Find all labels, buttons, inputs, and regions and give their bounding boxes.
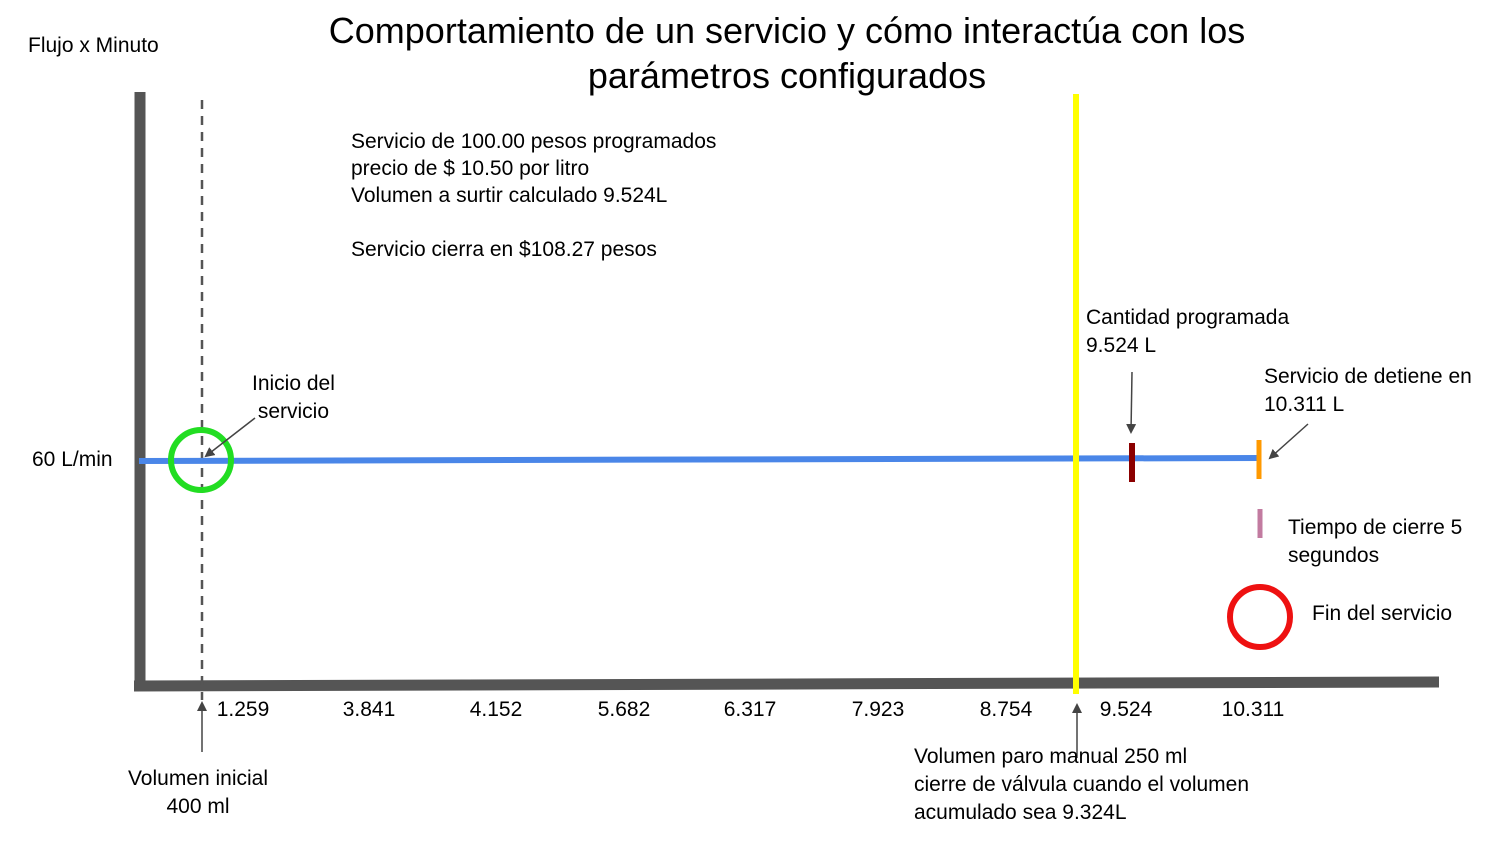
title-line-2: parámetros configurados bbox=[587, 55, 987, 96]
diagram-title: Comportamiento de un servicio y cómo int… bbox=[0, 8, 1500, 98]
x-tick-label: 5.682 bbox=[597, 698, 651, 721]
flow-label: 60 L/min bbox=[32, 448, 113, 471]
service-info-line-4: Servicio cierra en $108.27 pesos bbox=[351, 238, 657, 261]
manual-stop-line-1: Volumen paro manual 250 ml bbox=[914, 745, 1188, 768]
start-arrow bbox=[204, 417, 256, 458]
x-tick-label: 1.259 bbox=[216, 698, 270, 721]
programmed-line-2: 9.524 L bbox=[1086, 334, 1157, 357]
stop-arrow bbox=[1268, 423, 1309, 460]
stop-line-2: 10.311 L bbox=[1264, 393, 1345, 416]
flow-line bbox=[138, 455, 1261, 464]
initial-volume-annotation: Volumen inicial 400 ml bbox=[121, 765, 275, 821]
start-annotation: Inicio del servicio bbox=[252, 370, 335, 426]
stop-line-1: Servicio de detiene en bbox=[1264, 365, 1472, 388]
programmed-line-1: Cantidad programada bbox=[1086, 306, 1290, 329]
x-tick-label: 7.923 bbox=[851, 698, 905, 721]
service-info: Servicio de 100.00 pesos programados pre… bbox=[351, 128, 716, 263]
x-tick-label: 10.311 bbox=[1221, 698, 1285, 721]
stop-annotation: Servicio de detiene en 10.311 L bbox=[1264, 363, 1472, 419]
manual-stop-annotation: Volumen paro manual 250 ml cierre de vál… bbox=[914, 743, 1249, 827]
closing-time-line-2: segundos bbox=[1288, 544, 1380, 567]
service-info-line-3: Volumen a surtir calculado 9.524L bbox=[351, 184, 668, 207]
x-tick-label: 3.841 bbox=[342, 698, 396, 721]
programmed-arrow bbox=[1126, 371, 1137, 434]
x-tick-label: 9.524 bbox=[1099, 698, 1153, 721]
service-info-line-2: precio de $ 10.50 por litro bbox=[351, 157, 590, 180]
start-annotation-line-1: Inicio del bbox=[252, 372, 335, 395]
programmed-annotation: Cantidad programada 9.524 L bbox=[1086, 304, 1289, 360]
start-circle bbox=[168, 427, 234, 493]
y-axis-label: Flujo x Minuto bbox=[28, 34, 159, 57]
service-info-line-1: Servicio de 100.00 pesos programados bbox=[351, 130, 717, 153]
closing-time-line-1: Tiempo de cierre 5 bbox=[1288, 516, 1463, 539]
title-line-1: Comportamiento de un servicio y cómo int… bbox=[328, 10, 1246, 51]
closing-time-legend: Tiempo de cierre 5 segundos bbox=[1288, 514, 1462, 570]
initial-volume-line-2: 400 ml bbox=[166, 795, 230, 818]
manual-stop-line-2: cierre de válvula cuando el volumen bbox=[914, 773, 1250, 796]
x-tick-label: 6.317 bbox=[723, 698, 777, 721]
x-tick-label: 4.152 bbox=[469, 698, 523, 721]
end-circle bbox=[1227, 584, 1293, 650]
x-axis bbox=[133, 676, 1440, 692]
start-annotation-line-2: servicio bbox=[257, 400, 330, 423]
x-tick-label: 8.754 bbox=[979, 698, 1033, 721]
initial-volume-line-1: Volumen inicial bbox=[127, 767, 269, 790]
manual-stop-line-3: acumulado sea 9.324L bbox=[914, 801, 1127, 824]
end-service-legend: Fin del servicio bbox=[1312, 602, 1453, 625]
